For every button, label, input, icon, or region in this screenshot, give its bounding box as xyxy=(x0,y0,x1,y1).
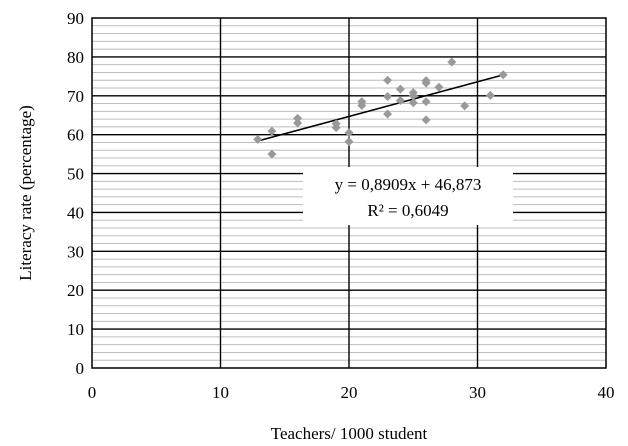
data-point xyxy=(383,92,393,102)
trendline-equation: y = 0,8909x + 46,873 xyxy=(335,175,482,194)
data-point xyxy=(421,97,431,107)
x-axis-tick-labels: 0 10 20 30 40 xyxy=(88,383,615,402)
y-axis-tick-labels: 0 10 20 30 40 50 60 70 80 90 xyxy=(67,9,84,378)
trendline-group xyxy=(257,74,504,142)
x-tick-label: 20 xyxy=(341,383,358,402)
data-point xyxy=(421,115,431,125)
data-point xyxy=(253,134,263,144)
data-point xyxy=(293,113,303,123)
data-point xyxy=(293,118,303,128)
trendline-annotation: y = 0,8909x + 46,873 R² = 0,6049 xyxy=(303,167,513,225)
data-point xyxy=(408,91,418,101)
y-tick-label: 80 xyxy=(67,48,84,67)
y-tick-label: 90 xyxy=(67,9,84,28)
data-point xyxy=(267,126,277,136)
data-point xyxy=(344,128,354,138)
x-tick-label: 0 xyxy=(88,383,97,402)
data-point xyxy=(331,123,341,133)
y-tick-label: 0 xyxy=(76,359,85,378)
data-point xyxy=(421,78,431,88)
y-axis-title: Literacy rate (percentage) xyxy=(16,105,35,281)
y-tick-label: 20 xyxy=(67,281,84,300)
data-point xyxy=(460,101,470,111)
data-point xyxy=(357,101,367,110)
y-tick-label: 60 xyxy=(67,126,84,145)
data-point xyxy=(408,98,418,108)
data-point xyxy=(267,149,277,159)
x-axis-title: Teachers/ 1000 student xyxy=(271,424,428,443)
x-tick-label: 10 xyxy=(212,383,229,402)
y-tick-label: 40 xyxy=(67,203,84,222)
data-points xyxy=(253,57,508,159)
trendline xyxy=(257,74,504,142)
data-point xyxy=(498,70,508,80)
data-point xyxy=(383,109,393,119)
data-point xyxy=(485,90,495,100)
y-tick-label: 30 xyxy=(67,242,84,261)
data-point xyxy=(395,95,405,105)
y-tick-label: 70 xyxy=(67,87,84,106)
trendline-r-squared: R² = 0,6049 xyxy=(367,201,448,220)
x-tick-label: 30 xyxy=(469,383,486,402)
data-point xyxy=(344,137,354,147)
data-point xyxy=(447,57,457,67)
data-point xyxy=(434,82,444,92)
x-tick-label: 40 xyxy=(598,383,615,402)
plot-area-border xyxy=(91,17,607,369)
data-point xyxy=(383,75,393,85)
y-tick-label: 10 xyxy=(67,320,84,339)
trendline-annotation-box xyxy=(303,167,513,225)
y-tick-label: 50 xyxy=(67,165,84,184)
data-point xyxy=(395,84,405,94)
